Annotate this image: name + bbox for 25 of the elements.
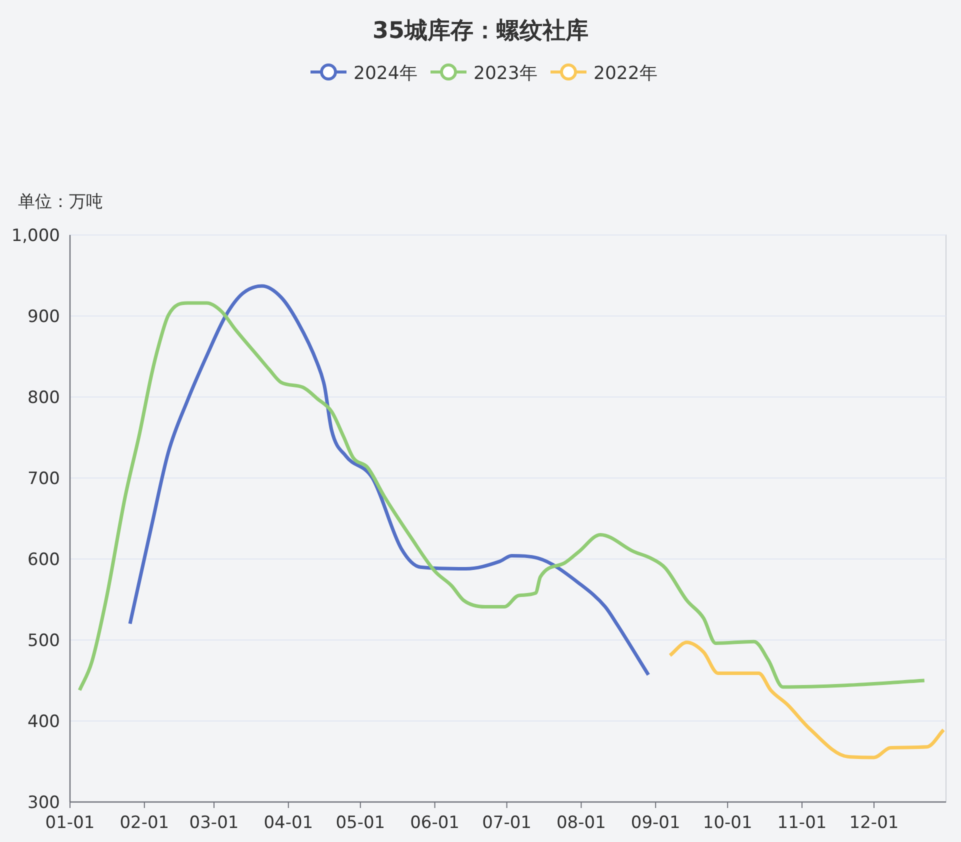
- y-tick-label: 1,000: [11, 226, 60, 246]
- y-axis-title: 单位：万吨: [18, 192, 103, 212]
- x-tick-label: 10-01: [702, 813, 752, 833]
- x-tick-label: 02-01: [120, 813, 170, 833]
- y-tick-label: 700: [28, 469, 60, 489]
- x-tick-label: 11-01: [777, 813, 827, 833]
- x-tick-label: 07-01: [482, 813, 532, 833]
- chart-title: 35城库存：螺纹社库: [372, 17, 589, 44]
- x-tick-label: 05-01: [336, 813, 386, 833]
- y-tick-label: 400: [28, 712, 60, 732]
- y-tick-label: 300: [28, 793, 60, 813]
- legend-label: 2023年: [474, 63, 538, 84]
- x-tick-label: 03-01: [189, 813, 239, 833]
- x-tick-label: 04-01: [264, 813, 314, 833]
- legend-label: 2024年: [354, 63, 418, 84]
- y-tick-label: 600: [28, 550, 60, 570]
- x-tick-label: 08-01: [556, 813, 606, 833]
- x-tick-label: 09-01: [630, 813, 680, 833]
- x-tick-label: 12-01: [849, 813, 899, 833]
- y-tick-label: 500: [28, 631, 60, 651]
- x-tick-label: 06-01: [410, 813, 460, 833]
- legend-label: 2022年: [594, 63, 658, 84]
- y-tick-label: 800: [28, 388, 60, 408]
- x-tick-label: 01-01: [45, 813, 95, 833]
- y-tick-label: 900: [28, 307, 60, 327]
